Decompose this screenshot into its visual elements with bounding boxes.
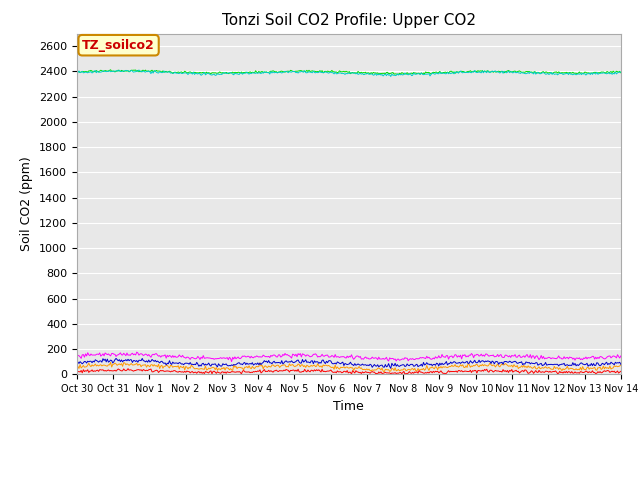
Tree -4cm — [332, 361, 340, 367]
Open -4cm — [73, 68, 81, 74]
Tree2 -2cm — [387, 73, 395, 79]
Open -4cm — [336, 68, 344, 74]
Open -2cm — [332, 370, 340, 376]
Open -4cm — [521, 70, 529, 75]
Tree -2cm — [336, 366, 344, 372]
Open -4cm — [617, 70, 625, 76]
Tree -2cm — [332, 366, 340, 372]
Tree -2cm — [617, 362, 625, 368]
Tree2 -2cm — [606, 71, 614, 77]
Tree2 - 4cm — [606, 353, 614, 359]
Tree2 - 4cm — [369, 355, 377, 361]
Tree -2cm — [73, 364, 81, 370]
Text: TZ_soilco2: TZ_soilco2 — [82, 39, 155, 52]
Tree2 -2cm — [332, 71, 340, 77]
Line: Tree2 - 4cm: Tree2 - 4cm — [77, 352, 621, 361]
Open -2cm — [606, 370, 614, 375]
Tree -2cm — [369, 367, 376, 373]
Tree2 - 4cm — [333, 354, 341, 360]
Legend: Open -2cm, Tree -2cm, Open -4cm, Tree -4cm, Tree2 -2cm, Tree2 - 4cm: Open -2cm, Tree -2cm, Open -4cm, Tree -4… — [59, 475, 639, 480]
Tree2 -2cm — [521, 71, 529, 76]
Open -2cm — [348, 372, 355, 377]
Open -2cm — [617, 369, 625, 374]
Tree -4cm — [73, 360, 81, 365]
Tree2 -2cm — [617, 69, 625, 75]
X-axis label: Time: Time — [333, 400, 364, 413]
Tree2 -2cm — [369, 71, 376, 77]
Tree -2cm — [380, 369, 388, 374]
Open -4cm — [606, 69, 614, 75]
Y-axis label: Soil CO2 (ppm): Soil CO2 (ppm) — [20, 156, 33, 252]
Tree -4cm — [617, 361, 625, 367]
Open -4cm — [395, 72, 403, 77]
Tree -2cm — [521, 364, 529, 370]
Tree -2cm — [606, 363, 614, 369]
Open -2cm — [521, 367, 529, 373]
Open -2cm — [369, 369, 377, 375]
Tree -4cm — [369, 364, 376, 370]
Tree2 - 4cm — [228, 359, 236, 364]
Tree -4cm — [112, 356, 120, 361]
Tree -4cm — [336, 360, 344, 366]
Tree2 - 4cm — [133, 349, 141, 355]
Open -4cm — [107, 67, 115, 72]
Open -2cm — [124, 366, 132, 372]
Tree -4cm — [521, 361, 529, 367]
Tree2 -2cm — [336, 70, 344, 76]
Open -2cm — [336, 369, 344, 375]
Tree2 - 4cm — [399, 356, 406, 361]
Line: Tree -4cm: Tree -4cm — [77, 359, 621, 368]
Open -2cm — [399, 370, 406, 375]
Line: Open -2cm: Open -2cm — [77, 369, 621, 374]
Tree2 -2cm — [73, 70, 81, 75]
Tree -4cm — [387, 365, 395, 371]
Tree -4cm — [606, 361, 614, 367]
Tree2 - 4cm — [617, 353, 625, 359]
Tree -2cm — [399, 367, 406, 373]
Tree2 - 4cm — [337, 354, 344, 360]
Open -2cm — [73, 367, 81, 373]
Tree2 -2cm — [135, 67, 143, 73]
Tree -4cm — [399, 362, 406, 368]
Tree -2cm — [107, 360, 115, 365]
Open -4cm — [399, 70, 406, 76]
Open -4cm — [332, 69, 340, 75]
Tree2 -2cm — [399, 72, 406, 78]
Open -4cm — [369, 71, 376, 76]
Tree2 - 4cm — [521, 354, 529, 360]
Title: Tonzi Soil CO2 Profile: Upper CO2: Tonzi Soil CO2 Profile: Upper CO2 — [222, 13, 476, 28]
Line: Tree -2cm: Tree -2cm — [77, 362, 621, 372]
Tree2 - 4cm — [73, 354, 81, 360]
Line: Tree2 -2cm: Tree2 -2cm — [77, 70, 621, 76]
Line: Open -4cm: Open -4cm — [77, 70, 621, 74]
